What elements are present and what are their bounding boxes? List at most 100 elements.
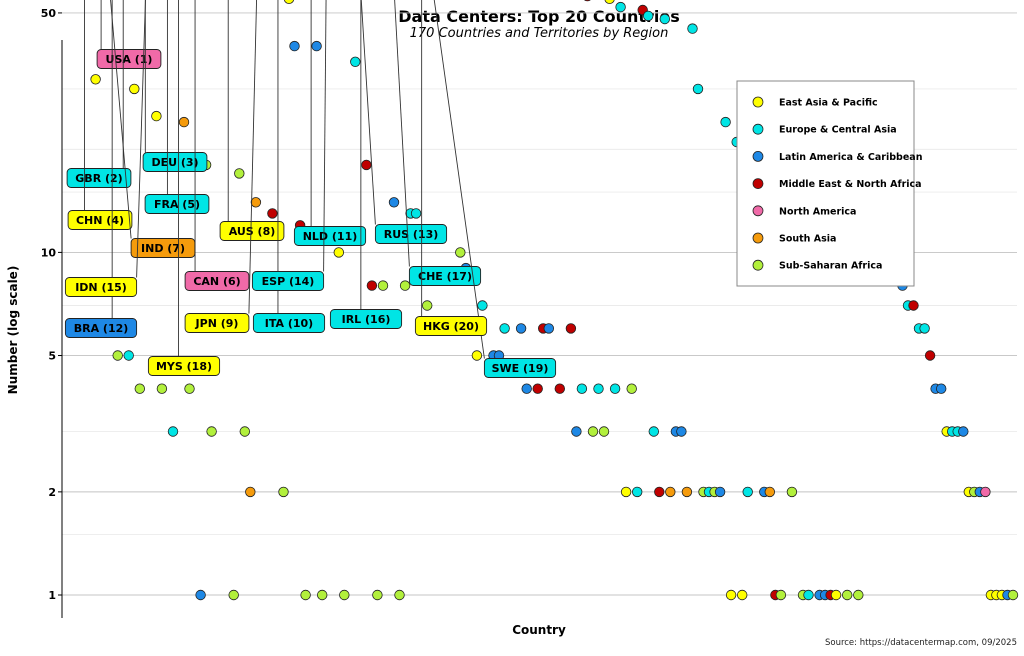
legend-marker xyxy=(752,232,764,244)
legend-box xyxy=(736,80,915,287)
data-point xyxy=(123,350,134,361)
data-point xyxy=(129,83,140,95)
annotation-box xyxy=(483,358,557,378)
data-point xyxy=(90,74,101,85)
annotation-label: USA (1) xyxy=(106,53,153,66)
annotation-box xyxy=(147,356,221,376)
data-point xyxy=(543,323,555,334)
annotation-leader-line xyxy=(110,0,132,239)
data-point xyxy=(908,300,919,311)
annotation-label: RUS (13) xyxy=(384,228,439,241)
y-tick-label: 50 xyxy=(41,7,57,20)
data-point xyxy=(980,486,991,498)
annotation-label: FRA (5) xyxy=(154,198,200,211)
annotation-box xyxy=(184,313,250,333)
data-point xyxy=(687,23,698,34)
data-point xyxy=(786,486,798,498)
data-point xyxy=(388,197,400,208)
legend-label: Middle East & North Africa xyxy=(779,179,922,190)
data-point xyxy=(499,323,510,334)
annotation-label: ITA (10) xyxy=(265,317,313,330)
legend-label: East Asia & Pacific xyxy=(779,98,878,109)
data-point xyxy=(626,383,637,394)
legend-marker xyxy=(752,205,764,217)
annotation-label: HKG (20) xyxy=(423,320,479,333)
annotation-box xyxy=(414,316,488,336)
data-point xyxy=(521,383,532,394)
y-axis-label: Number (log scale) xyxy=(6,266,20,395)
data-point xyxy=(311,40,322,52)
data-point xyxy=(620,486,632,498)
annotation-label: JPN (9) xyxy=(195,317,239,330)
legend-marker xyxy=(752,259,764,271)
data-point xyxy=(593,383,604,394)
annotation-label: IDN (15) xyxy=(75,281,127,294)
data-point xyxy=(775,589,787,601)
legend-marker xyxy=(752,178,764,190)
data-point xyxy=(1007,589,1019,601)
annotations: USA (1) GBR (2) DEU (3) CHN (4) FRA (5) CAN (… xyxy=(64,0,557,378)
annotation-leader-line xyxy=(248,0,258,314)
data-point xyxy=(571,426,582,437)
data-point xyxy=(250,197,262,208)
annotation-box xyxy=(219,221,285,241)
data-point xyxy=(565,323,577,334)
annotation-box xyxy=(374,224,448,244)
data-point xyxy=(178,116,190,128)
data-point xyxy=(924,350,936,361)
annotation-label: CAN (6) xyxy=(193,275,240,288)
annotation-leader-line xyxy=(394,0,410,267)
data-point xyxy=(361,159,372,171)
data-point xyxy=(278,486,289,498)
data-point xyxy=(156,383,168,394)
data-point xyxy=(725,589,737,601)
x-axis-label: Country xyxy=(512,623,566,637)
data-point xyxy=(936,383,947,394)
data-point xyxy=(234,168,245,179)
annotation-label: AUS (8) xyxy=(229,225,276,238)
data-point xyxy=(648,426,660,437)
data-point xyxy=(289,40,300,52)
y-axis-ticks: 12510501002505001,0005,000 xyxy=(41,7,62,602)
annotation-box xyxy=(130,238,196,258)
data-point xyxy=(714,486,726,498)
annotation-label: MYS (18) xyxy=(156,360,212,373)
annotation-label: IRL (16) xyxy=(342,313,391,326)
data-point xyxy=(455,247,466,258)
legend-label: South Asia xyxy=(779,234,836,245)
annotation-label: DEU (3) xyxy=(151,156,198,169)
data-point xyxy=(681,486,693,498)
data-point xyxy=(803,589,814,601)
data-point xyxy=(842,589,853,601)
data-point xyxy=(515,323,527,334)
data-point xyxy=(410,208,422,219)
annotation-box xyxy=(64,318,138,338)
legend-marker xyxy=(752,150,764,162)
data-point xyxy=(632,486,643,498)
data-point xyxy=(399,280,411,291)
data-point xyxy=(643,10,654,22)
annotation-label: BRA (12) xyxy=(74,322,129,335)
y-tick-label: 5 xyxy=(48,350,56,363)
annotation-box xyxy=(184,271,250,291)
legend-marker xyxy=(752,96,764,108)
data-point xyxy=(394,589,405,601)
data-point xyxy=(477,300,488,311)
annotation-label: GBR (2) xyxy=(75,172,122,185)
annotation-label: CHN (4) xyxy=(76,214,124,227)
data-point xyxy=(615,1,626,13)
data-point xyxy=(134,383,146,394)
data-point xyxy=(112,350,123,361)
annotation-label: ESP (14) xyxy=(262,275,315,288)
data-point xyxy=(583,0,591,2)
data-point xyxy=(532,383,543,394)
annotation-label: CHE (17) xyxy=(418,270,472,283)
data-point xyxy=(676,426,687,437)
annotation-box xyxy=(252,313,326,333)
data-point xyxy=(830,589,842,601)
data-point xyxy=(372,589,383,601)
data-point xyxy=(654,486,665,498)
data-point xyxy=(598,426,610,437)
data-point xyxy=(333,247,345,258)
